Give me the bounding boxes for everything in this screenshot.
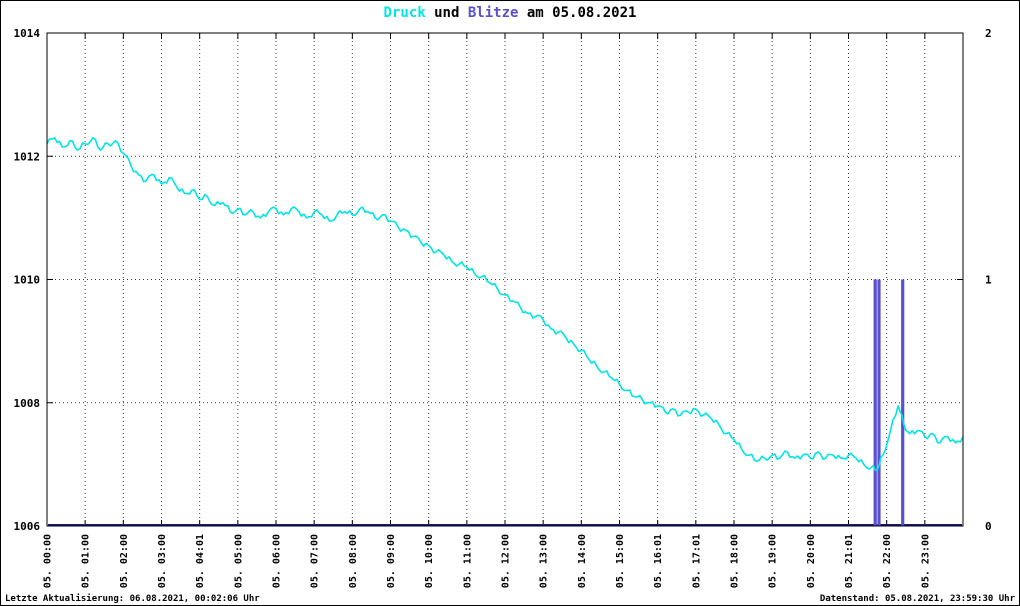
y-left-tick-label: 1008 bbox=[14, 397, 41, 410]
x-tick-label: 05. 13:00 bbox=[539, 534, 550, 588]
blitze-bar bbox=[873, 279, 877, 526]
x-tick-label: 05. 18:00 bbox=[730, 534, 741, 588]
x-tick-label: 05. 03:00 bbox=[157, 534, 168, 588]
title-date-text: am 05.08.2021 bbox=[518, 5, 637, 21]
title-mid-text: und bbox=[425, 5, 468, 21]
x-tick-label: 05. 08:00 bbox=[348, 534, 359, 588]
data-state-text: Datenstand: 05.08.2021, 23:59:30 Uhr bbox=[819, 594, 1015, 604]
x-tick-label: 05. 01:00 bbox=[81, 534, 92, 588]
x-tick-label: 05. 19:00 bbox=[768, 534, 779, 588]
y-right-tick-label: 0 bbox=[985, 520, 992, 533]
x-tick-label: 05. 00:00 bbox=[43, 534, 54, 588]
x-tick-label: 05. 22:00 bbox=[882, 534, 893, 588]
x-tick-label: 05. 17:01 bbox=[691, 534, 702, 588]
x-tick-label: 05. 10:00 bbox=[424, 534, 435, 588]
blitze-bar bbox=[901, 279, 905, 526]
title-druck-label: Druck bbox=[383, 5, 426, 21]
x-tick-label: 05. 21:01 bbox=[844, 534, 855, 588]
y-right-tick-label: 1 bbox=[985, 274, 992, 287]
x-tick-label: 05. 12:00 bbox=[501, 534, 512, 588]
y-right-tick-label: 2 bbox=[985, 27, 992, 40]
y-left-tick-label: 1012 bbox=[14, 150, 41, 163]
x-tick-label: 05. 06:00 bbox=[272, 534, 283, 588]
blitze-bar bbox=[877, 279, 881, 526]
title-blitze-label: Blitze bbox=[467, 5, 519, 21]
x-tick-label: 05. 11:00 bbox=[462, 534, 473, 588]
x-tick-label: 05. 16:01 bbox=[653, 534, 664, 588]
last-update-text: Letzte Aktualisierung: 06.08.2021, 00:02… bbox=[5, 594, 260, 604]
plot-border bbox=[46, 32, 964, 527]
x-tick-label: 05. 07:00 bbox=[310, 534, 321, 588]
chart-title: Druck und Blitze am 05.08.2021 bbox=[1, 5, 1019, 21]
x-tick-label: 05. 05:00 bbox=[233, 534, 244, 588]
x-tick-label: 05. 23:00 bbox=[920, 534, 931, 588]
y-left-tick-label: 1010 bbox=[14, 274, 41, 287]
y-left-tick-label: 1006 bbox=[14, 520, 41, 533]
druck-line bbox=[46, 137, 964, 472]
x-tick-label: 05. 09:00 bbox=[386, 534, 397, 588]
x-tick-label: 05. 04:01 bbox=[195, 534, 206, 588]
x-tick-label: 05. 20:00 bbox=[806, 534, 817, 588]
x-tick-label: 05. 15:00 bbox=[615, 534, 626, 588]
x-tick-label: 05. 14:00 bbox=[577, 534, 588, 588]
x-tick-label: 05. 02:00 bbox=[119, 534, 130, 588]
y-left-tick-label: 1014 bbox=[14, 27, 41, 40]
